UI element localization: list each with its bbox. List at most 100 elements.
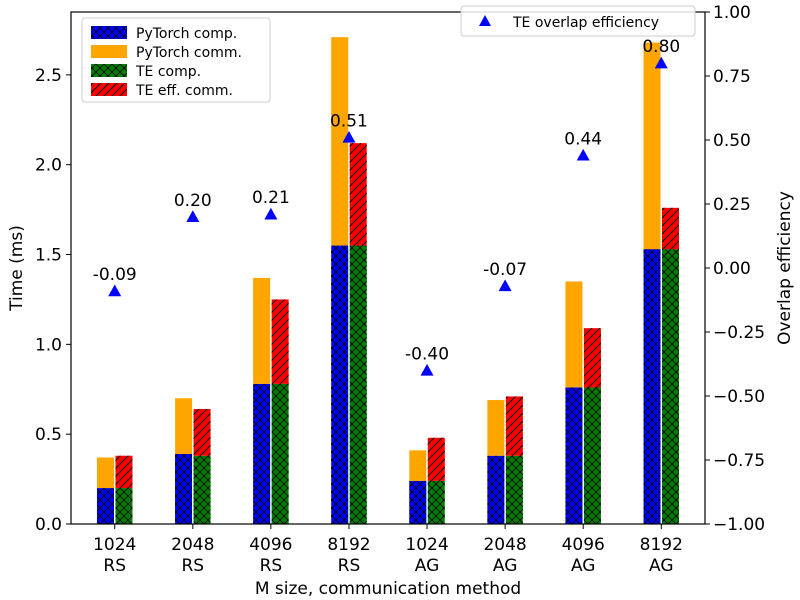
bar-hatch (271, 299, 289, 384)
x-tick-label: AG (571, 556, 596, 576)
bar-hatch (193, 455, 211, 524)
bar-hatch (427, 437, 445, 481)
efficiency-marker (342, 130, 356, 143)
bar-hatch (115, 455, 133, 489)
x-tick-label: AG (415, 556, 440, 576)
bar-hatch (505, 455, 523, 524)
bar-hatch (193, 409, 211, 456)
x-tick-label: 4096 (562, 535, 605, 555)
y2-tick-label: −0.25 (713, 323, 765, 343)
bar-segment (331, 37, 349, 246)
y2-tick-label: −0.75 (713, 451, 765, 471)
y-tick-label: 2.0 (35, 156, 62, 176)
bar-hatch (427, 480, 445, 524)
legend-label: TE overlap efficiency (512, 15, 659, 31)
bar-hatch (96, 488, 114, 524)
bar-hatch (583, 387, 601, 524)
x-tick-label: AG (649, 556, 674, 576)
y2-tick-label: 0.50 (713, 131, 751, 151)
axes-layer: 0.0 0.5 1.0 1.5 2.0 2.5 −1.00 −0.75 −0.50 −0.25 0.… (7, 3, 795, 599)
bar-hatch (662, 249, 680, 524)
efficiency-marker (108, 284, 122, 297)
bar-hatch (175, 453, 193, 524)
y-tick-label: 0.5 (35, 425, 62, 445)
x-tick-label: 1024 (405, 535, 448, 555)
bar-hatch (487, 455, 505, 524)
y-tick-label: 2.5 (35, 66, 62, 86)
bar-hatch (271, 383, 289, 524)
bar-segment (487, 400, 505, 456)
x-tick-label: RS (338, 556, 361, 576)
legend-efficiency: TE overlap efficiency (460, 5, 696, 37)
bar-hatch (331, 245, 349, 524)
bar-segment (96, 457, 114, 489)
x-axis-title: M size, communication method (255, 579, 521, 599)
bar-segment (253, 277, 271, 384)
bar-segment (409, 450, 427, 481)
y-tick-label: 1.5 (35, 246, 62, 266)
bar-hatch (662, 207, 680, 250)
x-tick-label: 1024 (93, 535, 136, 555)
efficiency-label: 0.51 (330, 111, 368, 131)
bars-layer (96, 37, 680, 524)
legend-label: PyTorch comm. (136, 45, 242, 61)
efficiency-label: 0.21 (252, 188, 290, 208)
legend-swatch-hatch (91, 26, 127, 39)
bar-hatch (409, 480, 427, 524)
x-tick-label: RS (260, 556, 283, 576)
efficiency-label: -0.07 (483, 260, 527, 280)
bar-hatch (583, 328, 601, 388)
efficiency-marker (186, 210, 200, 222)
y2-tick-label: 0.25 (713, 195, 751, 215)
y2-axis-title: Overlap efficiency (775, 191, 795, 345)
efficiency-label: 0.80 (642, 37, 680, 57)
bar-hatch (349, 143, 367, 246)
y2-tick-label: 0.00 (713, 259, 751, 279)
bar-segment (643, 42, 661, 250)
y2-tick-label: 0.75 (713, 67, 751, 87)
legend-box (81, 17, 271, 103)
bar-segment (565, 281, 583, 388)
efficiency-label: -0.09 (93, 265, 137, 285)
efficiency-label: 0.20 (174, 191, 212, 211)
bar-hatch (643, 249, 661, 524)
bar-hatch (565, 387, 583, 524)
x-tick-label: 4096 (249, 535, 292, 555)
legend-swatch (91, 45, 127, 58)
efficiency-marker (264, 207, 278, 220)
efficiency-marker (654, 56, 668, 69)
y-axis-title: Time (ms) (7, 225, 27, 312)
legend-label: TE comp. (135, 64, 201, 80)
efficiency-marker (420, 363, 434, 376)
efficiency-label: -0.40 (405, 344, 449, 364)
efficiency-label: 0.44 (564, 129, 602, 149)
bar-hatch (349, 245, 367, 524)
x-tick-label: AG (493, 556, 518, 576)
bar-hatch (505, 396, 523, 456)
legend-swatch-hatch (91, 83, 127, 96)
efficiency-marker (498, 279, 512, 292)
x-tick-label: 2048 (483, 535, 526, 555)
x-tick-label: 8192 (327, 535, 370, 555)
legend-label: PyTorch comp. (136, 26, 237, 42)
markers-layer: -0.09 0.20 0.21 0.51 -0.40 -0.07 0.44 0.80 (93, 37, 680, 376)
legend-label: TE eff. comm. (135, 83, 233, 99)
y2-tick-label: −1.00 (713, 515, 765, 535)
bar-segment (175, 398, 193, 454)
x-tick-label: RS (103, 556, 126, 576)
x-tick-label: 8192 (640, 535, 683, 555)
y-tick-label: 0.0 (35, 515, 62, 535)
bar-hatch (253, 383, 271, 524)
bar-hatch (115, 488, 133, 524)
legend-box (460, 5, 696, 37)
y2-tick-label: −0.50 (713, 387, 765, 407)
legend-main: PyTorch comp. PyTorch comm. TE comp. TE eff… (81, 17, 271, 103)
legend-marker (479, 15, 491, 26)
x-tick-label: 2048 (171, 535, 214, 555)
x-tick-label: RS (181, 556, 204, 576)
legend-swatch-hatch (91, 64, 127, 77)
y2-tick-label: 1.00 (713, 3, 751, 23)
efficiency-marker (576, 148, 590, 161)
y-tick-label: 1.0 (35, 335, 62, 355)
